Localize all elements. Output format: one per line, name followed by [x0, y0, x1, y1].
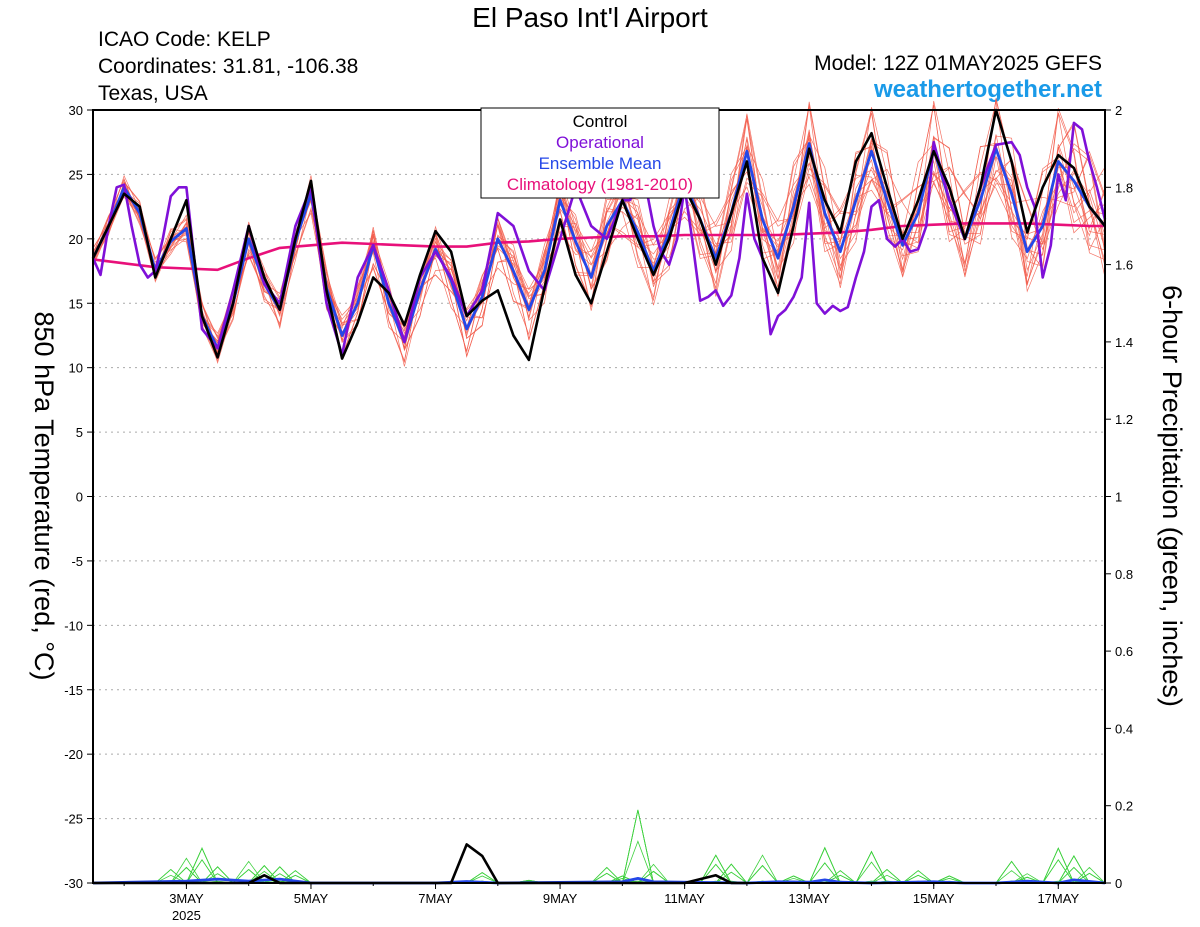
y2-tick-label: 0.2	[1115, 799, 1133, 814]
ensemble-member-line	[92, 104, 1106, 360]
y2-tick-label: 0.6	[1115, 644, 1133, 659]
region: Texas, USA	[98, 82, 208, 105]
y-tick-label: 10	[69, 361, 83, 376]
y-tick-label: -25	[64, 812, 83, 827]
y-tick-label: -5	[71, 554, 83, 569]
precip-member-line	[93, 809, 1106, 884]
x-tick-label: 15MAY	[913, 891, 955, 906]
x-tick-label: 13MAY	[788, 891, 830, 906]
x-tick-label: 9MAY	[543, 891, 578, 906]
y-tick-label: 0	[76, 490, 83, 505]
gridlines	[93, 173, 1105, 820]
site-link[interactable]: weathertogether.net	[873, 76, 1102, 103]
y2-tick-label: 1	[1115, 490, 1122, 505]
coordinates: Coordinates: 31.81, -106.38	[98, 55, 359, 78]
precip-member-line	[93, 809, 1106, 884]
y2-tick-label: 1.6	[1115, 258, 1133, 273]
x-tick-label: 5MAY	[294, 891, 329, 906]
y-tick-label: -20	[64, 747, 83, 762]
legend-mean: Ensemble Mean	[539, 154, 662, 173]
left-axis-ticks: -30 -25 -20 -15 -10 -5 0 5 10 15 20 25 30	[64, 103, 93, 891]
chart-title: El Paso Int'l Airport	[472, 2, 708, 33]
y2-tick-label: 0	[1115, 876, 1122, 891]
precip-member-line	[93, 855, 1106, 884]
precip-member-line	[93, 809, 1106, 884]
legend-box	[480, 107, 720, 199]
legend: Control Operational Ensemble Mean Climat…	[480, 107, 720, 199]
right-axis-ticks: 0 0.2 0.4 0.6 0.8 1 1.2 1.4 1.6 1.8 2	[1105, 103, 1133, 891]
y-tick-label: 5	[76, 425, 83, 440]
y2-tick-label: 1.2	[1115, 412, 1133, 427]
y2-tick-label: 1.8	[1115, 180, 1133, 195]
x-tick-label: 11MAY	[664, 891, 705, 906]
x-tick-label: 3MAY	[169, 891, 204, 906]
icao-code: ICAO Code: KELP	[98, 28, 271, 51]
legend-control: Control	[573, 112, 628, 131]
precip-member-line	[93, 840, 1106, 884]
y-tick-label: 30	[69, 103, 83, 118]
legend-climatology: Climatology (1981-2010)	[507, 175, 693, 194]
y-tick-label: 20	[69, 232, 83, 247]
precip-member-lines	[93, 809, 1106, 884]
control-temp-line	[91, 108, 1107, 362]
y2-tick-label: 0.4	[1115, 721, 1133, 736]
y2-tick-label: 2	[1115, 103, 1122, 118]
y-tick-label: -30	[64, 876, 83, 891]
x-axis-ticks: 3MAY 2025 5MAY 7MAY 9MAY 11MAY 13MAY 15MAY 17MAY	[123, 883, 1079, 923]
y2-tick-label: 0.8	[1115, 567, 1133, 582]
x-tick-label: 17MAY	[1037, 891, 1079, 906]
control-precip-line	[93, 843, 747, 885]
y2-axis-label: 6-hour Precipitation (green, inches)	[1157, 285, 1187, 707]
x-tick-year: 2025	[172, 908, 201, 923]
legend-operational: Operational	[556, 133, 644, 152]
y2-tick-label: 1.4	[1115, 335, 1133, 350]
y-tick-label: 15	[69, 296, 83, 311]
x-tick-label: 7MAY	[418, 891, 453, 906]
y-axis-label: 850 hPa Temperature (red, °C)	[29, 312, 59, 681]
y-tick-label: -10	[64, 618, 83, 633]
model-run: Model: 12Z 01MAY2025 GEFS	[814, 52, 1102, 75]
y-tick-label: 25	[69, 167, 83, 182]
y-tick-label: -15	[64, 683, 83, 698]
precip-member-line	[93, 855, 1106, 884]
ensemble-member-line	[92, 135, 1106, 367]
